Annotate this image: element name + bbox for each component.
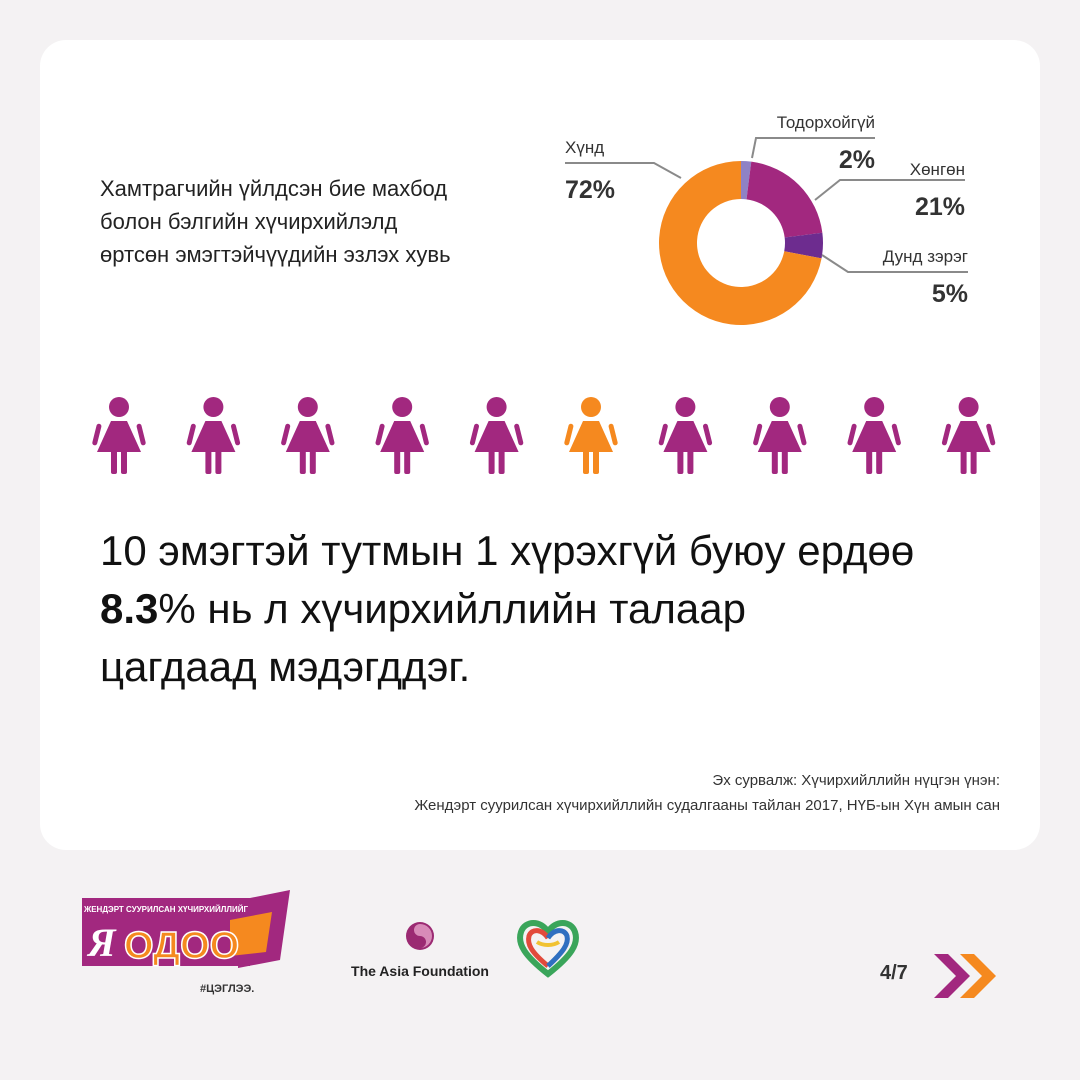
asia-foundation-name: The Asia Foundation: [351, 963, 489, 979]
headline-highlight-value: 8.3: [100, 585, 159, 632]
slice-label-1: Хөнгөн: [910, 160, 965, 179]
slice-label-2: Дунд зэрэг: [883, 247, 968, 266]
donut-slice-0: [741, 161, 752, 200]
asia-foundation-logo: The Asia Foundation: [345, 920, 495, 980]
woman-icon: [92, 397, 146, 474]
chart-title-line: өртсөн эмэгтэйчүүдийн эзлэх хувь: [100, 242, 451, 267]
asia-foundation-mark-icon: [406, 922, 434, 950]
woman-icon: [564, 397, 618, 474]
heart-logo-icon: [517, 920, 579, 978]
logo-ya-main-1: Я: [86, 920, 117, 965]
slice-value-1: 21%: [915, 193, 965, 221]
logo-ya-small-text: ЖЕНДЭРТ СУУРИЛСАН ХҮЧИРХИЙЛЛИЙГ: [83, 905, 249, 914]
woman-icon: [753, 397, 807, 474]
donut-chart: Тодорхойгүй 2% Хөнгөн 21% Дунд зэрэг 5% Хүнд 72…: [565, 113, 968, 325]
headline-line-1: 10 эмэгтэй тутмын 1 хүрэхгүй буюу ердөө: [100, 527, 915, 574]
double-chevron-right-icon: [934, 954, 996, 998]
leader-line-3: [565, 162, 682, 179]
logo-ya-main-2: ОДОО: [124, 925, 239, 967]
donut-slice-2: [784, 232, 823, 259]
chart-title-line: болон бэлгийн хүчирхийлэлд: [100, 209, 398, 234]
woman-icon: [281, 397, 335, 474]
slice-label-0: Тодорхойгүй: [777, 113, 875, 132]
woman-icon: [847, 397, 901, 474]
chart-title: Хамтрагчийн үйлдсэн бие махбод болон бэл…: [100, 172, 520, 271]
headline-line-2: 8.3% нь л хүчирхийллийн талаар: [100, 580, 1000, 638]
donut-slice-1: [746, 161, 823, 238]
slice-label-3: Хүнд: [565, 138, 604, 157]
logo-ya-background: [82, 898, 250, 966]
leader-line-0: [751, 137, 875, 159]
ya-odoo-logo: ЖЕНДЭРТ СУУРИЛСАН ХҮЧИРХИЙЛЛИЙГ Я ОДОО #…: [82, 890, 290, 995]
leader-line-2: [821, 254, 968, 273]
leader-line-1: [814, 179, 965, 201]
page-indicator: 4/7: [880, 962, 908, 984]
woman-icon: [186, 397, 241, 474]
slice-value-3: 72%: [565, 176, 615, 204]
woman-icon: [375, 397, 429, 474]
source-line-2: Жендэрт суурилсан хүчирхийллийн судалгаа…: [414, 797, 1000, 814]
logo-ya-megaphone-inner: [230, 912, 272, 956]
woman-icon: [469, 397, 524, 474]
headline-line-2-rest: % нь л хүчирхийллийн талаар: [158, 585, 746, 632]
woman-icon: [658, 397, 713, 474]
logo-ya-tag: #ЦЭГЛЭЭ.: [200, 983, 254, 995]
donut-slice-3: [659, 161, 822, 325]
headline-line-3: цагдаад мэдэгддэг.: [100, 643, 471, 690]
slice-value-0: 2%: [839, 146, 875, 174]
next-page-button[interactable]: [930, 948, 1002, 1004]
source-line-1: Эх сурвалж: Хүчирхийллийн нүцгэн үнэн:: [712, 772, 1000, 789]
source-note: Эх сурвалж: Хүчирхийллийн нүцгэн үнэн: Ж…: [414, 768, 1000, 818]
headline: 10 эмэгтэй тутмын 1 хүрэхгүй буюу ердөө …: [100, 522, 1000, 696]
woman-icon: [941, 397, 996, 474]
pictogram-row: [92, 397, 996, 474]
chart-title-line: Хамтрагчийн үйлдсэн бие махбод: [100, 176, 448, 201]
slice-value-2: 5%: [932, 280, 968, 308]
